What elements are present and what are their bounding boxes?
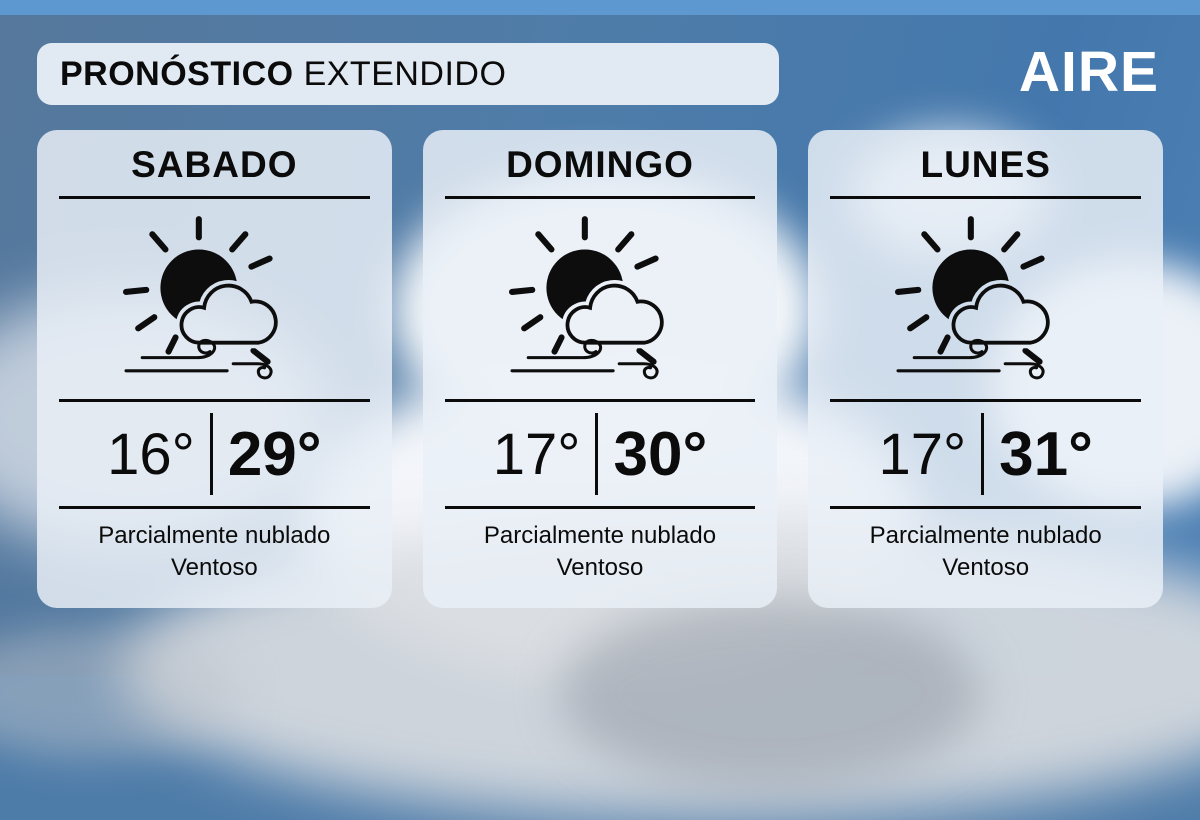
- forecast-card-sunday: DOMINGO: [422, 130, 778, 608]
- divider-line: [830, 196, 1142, 199]
- divider-line: [444, 506, 756, 509]
- forecast-cards-row: SABADO: [37, 130, 1164, 608]
- header-bar: PRONÓSTICO EXTENDIDO: [37, 43, 779, 105]
- day-label: DOMINGO: [506, 144, 694, 185]
- temp-low: 17°: [878, 421, 967, 487]
- condition-line1: Parcialmente nublado: [483, 522, 717, 549]
- temperature-row: 17° 31°: [808, 402, 1163, 506]
- temp-divider: [595, 413, 599, 495]
- condition-line1: Parcialmente nublado: [98, 522, 331, 549]
- partly-cloudy-windy-icon: [508, 216, 664, 380]
- divider-line: [444, 399, 756, 402]
- weather-icon-wrap: [808, 199, 1163, 399]
- cloud-photo-blob: [560, 598, 980, 788]
- page-title-primary: PRONÓSTICO: [60, 54, 294, 93]
- condition-line2: Ventoso: [942, 554, 1030, 581]
- divider-line: [59, 399, 370, 402]
- forecast-card-monday: LUNES: [808, 130, 1164, 608]
- divider-line: [830, 506, 1142, 509]
- page-title: PRONÓSTICO EXTENDIDO: [60, 55, 506, 94]
- day-label: LUNES: [920, 144, 1051, 185]
- temperature-row: 17° 30°: [423, 402, 778, 506]
- day-label: SABADO: [131, 144, 298, 185]
- partly-cloudy-windy-icon: [894, 216, 1050, 380]
- page-title-secondary: EXTENDIDO: [303, 54, 507, 93]
- temp-high: 31°: [999, 419, 1093, 489]
- weather-icon-wrap: [37, 199, 392, 399]
- temp-divider: [209, 413, 213, 495]
- temp-high: 29°: [227, 419, 322, 489]
- condition-line1: Parcialmente nublado: [869, 522, 1102, 549]
- forecast-card-saturday: SABADO: [37, 130, 392, 608]
- divider-line: [59, 196, 370, 199]
- temp-low: 16°: [107, 421, 195, 487]
- condition-text: Parcialmente nublado Ventoso: [808, 520, 1163, 584]
- divider-line: [444, 196, 756, 199]
- condition-line2: Ventoso: [170, 554, 258, 581]
- condition-line2: Ventoso: [556, 554, 644, 581]
- condition-text: Parcialmente nublado Ventoso: [37, 520, 392, 584]
- condition-text: Parcialmente nublado Ventoso: [423, 520, 778, 584]
- temp-low: 17°: [492, 421, 581, 487]
- temp-divider: [981, 413, 985, 495]
- divider-line: [59, 506, 370, 509]
- partly-cloudy-windy-icon: [123, 216, 279, 380]
- brand-logo: AIRE: [1018, 40, 1159, 104]
- top-blue-band: [0, 0, 1200, 15]
- divider-line: [830, 399, 1142, 402]
- weather-icon-wrap: [423, 199, 778, 399]
- temp-high: 30°: [613, 419, 708, 489]
- temperature-row: 16° 29°: [37, 402, 392, 506]
